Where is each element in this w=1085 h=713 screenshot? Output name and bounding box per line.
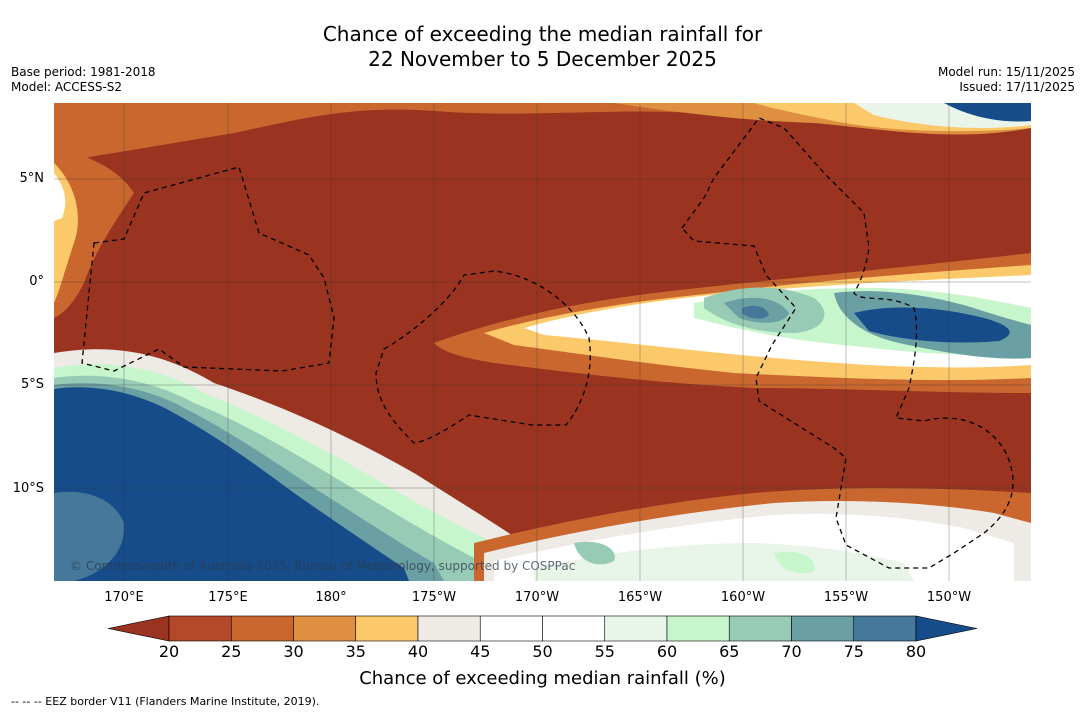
wet-core-east — [854, 307, 1010, 343]
lon-label-155w: 155°W — [823, 590, 869, 605]
lat-label-5n: 5°N — [19, 171, 45, 186]
colorbar-bin — [791, 615, 855, 642]
colorbar-bin — [293, 615, 357, 642]
colorbar-tick-label: 40 — [407, 642, 429, 661]
colorbar-tick-label: 45 — [470, 642, 491, 661]
lat-label-0: 0° — [29, 274, 44, 289]
lon-label-150w: 150°W — [926, 590, 972, 605]
colorbar-bin — [479, 615, 543, 642]
colorbar-bin — [604, 615, 668, 642]
title-line-1: Chance of exceeding the median rainfall … — [322, 22, 763, 46]
colorbar-tick-label: 60 — [656, 642, 678, 661]
colorbar-tick-label: 25 — [221, 642, 242, 661]
north-wet-patch — [944, 103, 1031, 122]
meta-left: Base period: 1981-2018 Model: ACCESS-S2 — [11, 65, 156, 95]
lat-label-10s: 10°S — [12, 481, 44, 496]
colorbar-under-triangle — [107, 615, 170, 642]
colorbar-bin — [417, 615, 481, 642]
model-run: Model run: 15/11/2025 — [937, 65, 1075, 79]
copyright-credit: © Commonwealth of Australia 2025, Bureau… — [70, 559, 576, 573]
colorbar-tick-label: 70 — [781, 642, 802, 661]
colorbar-bin — [355, 615, 419, 642]
graticule — [54, 103, 1031, 581]
lon-label-180: 180° — [315, 590, 347, 605]
colorbar-over-triangle — [915, 615, 978, 642]
colorbar-tick-label: 50 — [532, 642, 553, 661]
lon-label-170w: 170°W — [514, 590, 560, 605]
lon-label-160w: 160°W — [720, 590, 766, 605]
model-name: Model: ACCESS-S2 — [11, 80, 123, 94]
meta-right: Model run: 15/11/2025 Issued: 17/11/2025 — [938, 65, 1075, 95]
colorbar — [107, 615, 978, 642]
colorbar-bin — [853, 615, 917, 642]
colorbar-tick-label: 55 — [594, 642, 615, 661]
colorbar-tick-label: 30 — [283, 642, 304, 661]
title-line-2: 22 November to 5 December 2025 — [368, 47, 717, 71]
colorbar-bin — [230, 615, 294, 642]
colorbar-tick-label: 20 — [158, 642, 180, 661]
colorbar-tick-label: 35 — [345, 642, 366, 661]
colorbar-bin — [542, 615, 606, 642]
lon-label-175e: 175°E — [208, 590, 248, 605]
eez-borders — [81, 117, 1014, 569]
colorbar-tick-label: 75 — [843, 642, 864, 661]
colorbar-tick-label: 65 — [719, 642, 740, 661]
lat-label-5s: 5°S — [20, 377, 44, 392]
map-title: Chance of exceeding the median rainfall … — [0, 22, 1085, 72]
lon-label-165w: 165°W — [617, 590, 663, 605]
lon-label-170e: 170°E — [104, 590, 144, 605]
colorbar-title: Chance of exceeding median rainfall (%) — [359, 668, 726, 689]
eez-footnote: -- -- -- EEZ border V11 (Flanders Marine… — [11, 695, 320, 708]
colorbar-bin — [666, 615, 730, 642]
colorbar-bin — [728, 615, 792, 642]
colorbar-bin — [168, 615, 232, 642]
rainfall-map — [54, 103, 1031, 581]
wet-core-west — [742, 305, 769, 319]
lon-label-175w: 175°W — [411, 590, 457, 605]
colorbar-tick-label: 80 — [905, 642, 927, 661]
base-period: Base period: 1981-2018 — [11, 65, 156, 79]
issued-date: Issued: 17/11/2025 — [959, 80, 1075, 94]
